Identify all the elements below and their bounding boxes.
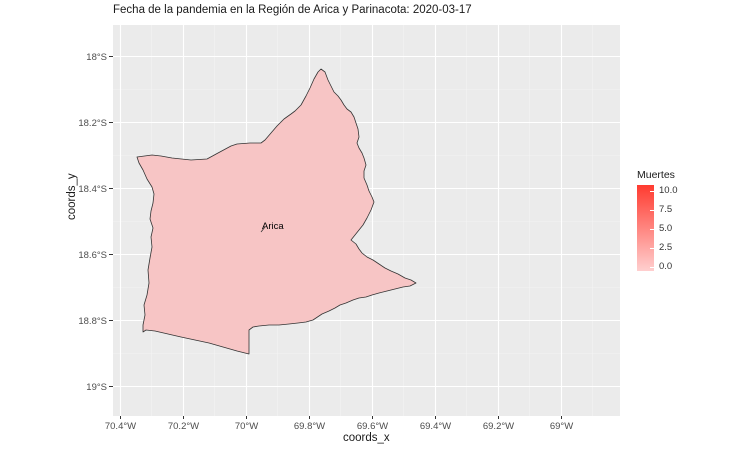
- legend-tick-mark: [650, 267, 654, 268]
- x-tick-label: 69°W: [550, 421, 573, 432]
- y-tick-label: 18.4°S: [78, 184, 107, 195]
- y-axis-title: coords_y: [66, 173, 78, 220]
- legend-label: 0.0: [659, 261, 673, 272]
- legend-colorbar: [637, 185, 654, 271]
- y-tick-label: 18°S: [86, 52, 107, 63]
- x-tick-label: 69.4°W: [420, 421, 451, 432]
- map-panel: Arica: [113, 25, 620, 421]
- map-svg: Arica: [113, 25, 620, 416]
- city-marker: [260, 226, 266, 233]
- city-label-arica: Arica: [262, 221, 284, 232]
- x-tick-label: 70°W: [235, 421, 258, 432]
- x-tick-label: 69.8°W: [294, 421, 325, 432]
- x-tick-label: 69.2°W: [483, 421, 514, 432]
- legend-label: 7.5: [659, 204, 673, 215]
- y-tick-label: 18.2°S: [78, 118, 107, 129]
- x-tick-label: 69.6°W: [357, 421, 388, 432]
- y-tick-label: 18.8°S: [78, 316, 107, 327]
- x-axis: 70.4°W 70.2°W 70°W 69.8°W 69.6°W 69.4°W …: [105, 416, 573, 432]
- map-title: Fecha de la pandemia en la Región de Ari…: [113, 4, 472, 16]
- legend-tick-mark: [650, 210, 654, 211]
- y-axis: 18°S 18.2°S 18.4°S 18.6°S 18.8°S 19°S: [78, 52, 113, 393]
- legend: Muertes 10.0 7.5 5.0 2.5 0.0: [637, 169, 697, 279]
- y-tick-label: 18.6°S: [78, 250, 107, 261]
- x-tick-label: 70.2°W: [168, 421, 199, 432]
- region-arica-parinacota: [136, 68, 417, 355]
- x-tick-label: 70.4°W: [105, 421, 136, 432]
- y-tick-label: 19°S: [86, 382, 107, 393]
- legend-label: 2.5: [659, 242, 673, 253]
- x-axis-title: coords_x: [343, 432, 390, 444]
- legend-title: Muertes: [637, 169, 675, 181]
- legend-tick-mark: [650, 248, 654, 249]
- legend-tick-mark: [650, 191, 654, 192]
- legend-label: 5.0: [659, 223, 673, 234]
- legend-tick-mark: [650, 229, 654, 230]
- legend-label: 10.0: [659, 185, 678, 196]
